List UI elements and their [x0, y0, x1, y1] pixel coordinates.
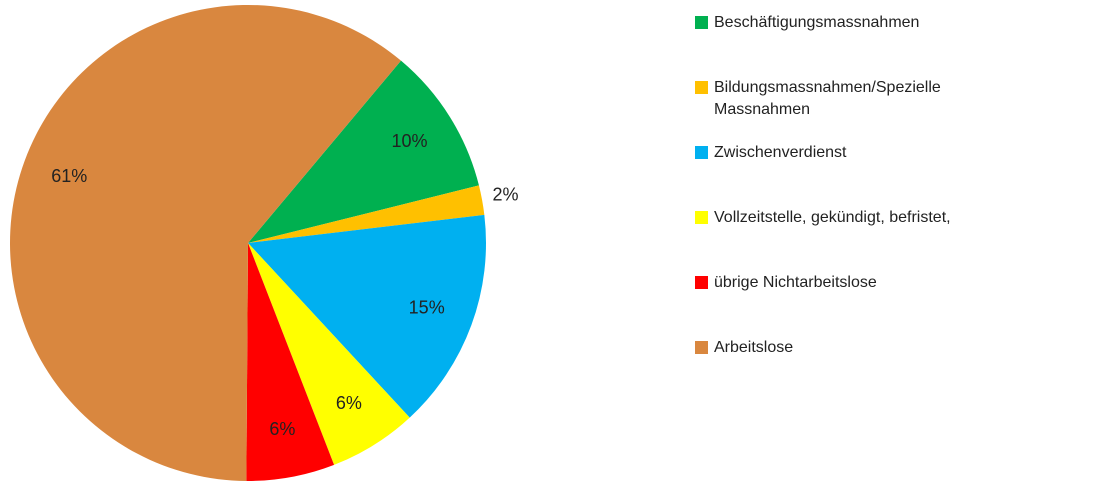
legend-swatch: [695, 81, 708, 94]
legend-item: Bildungsmassnahmen/Spezielle Massnahmen: [695, 77, 1035, 142]
legend-label: Beschäftigungsmassnahmen: [714, 14, 920, 31]
pie-slice: [248, 243, 410, 465]
pie-slice: [246, 243, 335, 481]
legend-label: Bildungsmassnahmen/Spezielle Massnahmen: [714, 79, 941, 118]
pie-area: 10% 2% 15% 6% 6% 61%: [10, 4, 519, 481]
legend: Beschäftigungsmassnahmen Bildungsmassnahm…: [695, 12, 1035, 402]
legend-swatch: [695, 276, 708, 289]
pie-slice: [10, 4, 401, 481]
legend-label: Vollzeitstelle, gekündigt, befristet,: [714, 209, 951, 226]
legend-swatch: [695, 341, 708, 354]
data-label: 2%: [492, 184, 518, 204]
legend-swatch: [695, 16, 708, 29]
legend-swatch: [695, 211, 708, 224]
pie-slice: [248, 60, 479, 243]
legend-item: Vollzeitstelle, gekündigt, befristet,: [695, 207, 1035, 272]
data-label: 15%: [409, 297, 445, 317]
data-label: 6%: [336, 393, 362, 413]
legend-item: Beschäftigungsmassnahmen: [695, 12, 1035, 77]
data-label: 6%: [269, 419, 295, 439]
pie-slice: [248, 214, 487, 418]
legend-item: übrige Nichtarbeitslose: [695, 272, 1035, 337]
legend-label: Zwischenverdienst: [714, 144, 847, 161]
pie-slice: [248, 185, 485, 243]
legend-item: Zwischenverdienst: [695, 142, 1035, 207]
legend-label: Arbeitslose: [714, 339, 794, 356]
data-label: 61%: [51, 166, 87, 186]
legend-swatch: [695, 146, 708, 159]
data-label: 10%: [391, 131, 427, 151]
legend-label: übrige Nichtarbeitslose: [714, 274, 877, 291]
legend-item: Arbeitslose: [695, 337, 1035, 402]
